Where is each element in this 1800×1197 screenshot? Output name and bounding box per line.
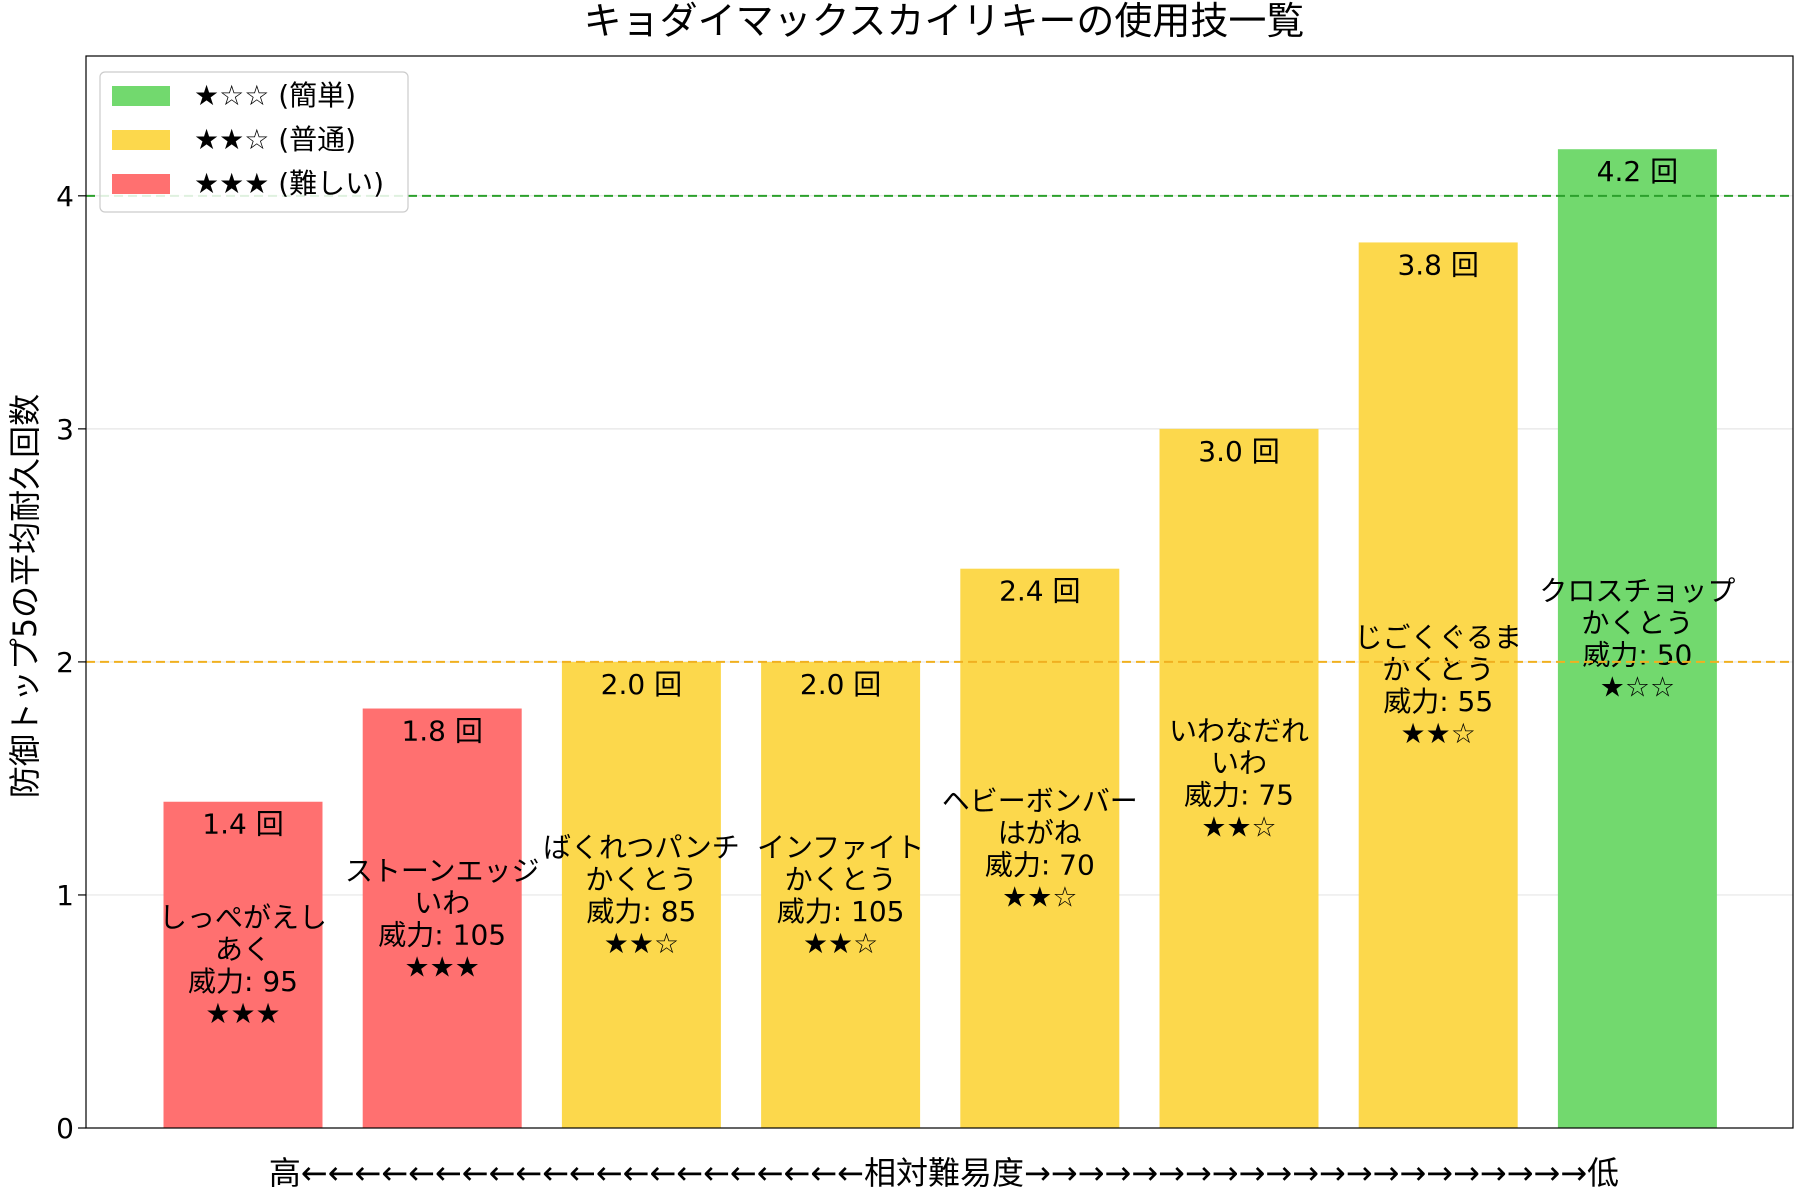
bar-move-power: 威力: 50 [1582,639,1692,672]
legend-swatch [112,130,170,150]
y-tick-label: 0 [56,1112,74,1145]
bar-move-type: いわ [1211,746,1267,779]
bar-difficulty-stars: ★☆☆ [1600,671,1675,704]
bar-value-label: 2.0 回 [601,668,682,701]
bar [1358,242,1518,1128]
bar-move-name: ストーンエッジ [345,854,540,887]
bar-move-name: インファイト [757,831,924,864]
bar-value-label: 3.8 回 [1397,248,1478,281]
bar-move-name: クロスチョップ [1539,575,1735,608]
bar-move-type: いわ [414,886,470,919]
bar-move-power: 威力: 105 [378,918,506,951]
bar [561,661,721,1128]
y-tick-label: 1 [56,879,74,912]
bar-difficulty-stars: ★★☆ [1002,880,1077,913]
legend: ★☆☆ (簡単) ★★☆ (普通) ★★★ (難しい) [99,71,409,213]
bar-move-type: かくとう [1581,607,1693,640]
bar-difficulty-stars: ★★★ [405,950,480,983]
bar-move-power: 威力: 105 [777,895,905,928]
bar [1159,428,1319,1128]
x-axis-label: 高←←←←←←←←←←←←←←←←←←←←←相対難易度→→→→→→→→→→→→→… [269,1154,1619,1192]
y-tick-label: 4 [56,180,74,213]
bar [163,801,323,1128]
bar-move-power: 威力: 85 [586,895,696,928]
bar-move-power: 威力: 70 [985,848,1095,881]
bar [362,708,522,1128]
bar-difficulty-stars: ★★★ [205,997,280,1030]
bar-difficulty-stars: ★★☆ [604,927,679,960]
bar-move-power: 威力: 55 [1383,685,1493,718]
bar-move-name: しっぺがえし [159,901,327,934]
y-tick-label: 2 [56,646,74,679]
bar-move-power: 威力: 75 [1184,778,1294,811]
bar [761,661,921,1128]
legend-entry-label: ★☆☆ (簡単) [194,79,356,112]
bar-difficulty-stars: ★★☆ [803,927,878,960]
bar-value-label: 1.8 回 [401,715,482,748]
bar-move-type: かくとう [585,863,697,896]
bar-value-label: 2.4 回 [999,575,1080,608]
bar-move-type: かくとう [785,863,897,896]
legend-swatch [112,174,170,194]
bar [1557,149,1717,1128]
bar-move-type: かくとう [1382,653,1494,686]
legend-entry-label: ★★☆ (普通) [194,123,356,156]
bar-difficulty-stars: ★★☆ [1401,717,1476,750]
bar-move-type: はがね [998,816,1082,849]
legend-entry-label: ★★★ (難しい) [194,167,384,200]
bar-value-label: 2.0 回 [800,668,881,701]
bar-move-type: あく [215,933,271,966]
bar-value-label: 3.0 回 [1198,435,1279,468]
legend-box [99,71,409,213]
bar-move-name: いわなだれ [1169,714,1309,747]
bar-value-label: 1.4 回 [202,808,283,841]
bar-move-name: ヘビーボンバー [942,784,1138,817]
bar-move-power: 威力: 95 [188,965,298,998]
plot-frame [85,55,1794,1129]
y-axis-label: 防御トップ5の平均耐久回数 [6,394,44,798]
bar-difficulty-stars: ★★☆ [1201,810,1276,843]
chart-title: キョダイマックスカイリキーの使用技一覧 [584,0,1305,43]
bar-move-name: じごくぐるま [1354,621,1521,654]
y-tick-label: 3 [56,413,74,446]
bar-move-name: ばくれつパンチ [543,831,740,864]
legend-swatch [112,86,170,106]
bar-value-label: 4.2 回 [1597,155,1678,188]
